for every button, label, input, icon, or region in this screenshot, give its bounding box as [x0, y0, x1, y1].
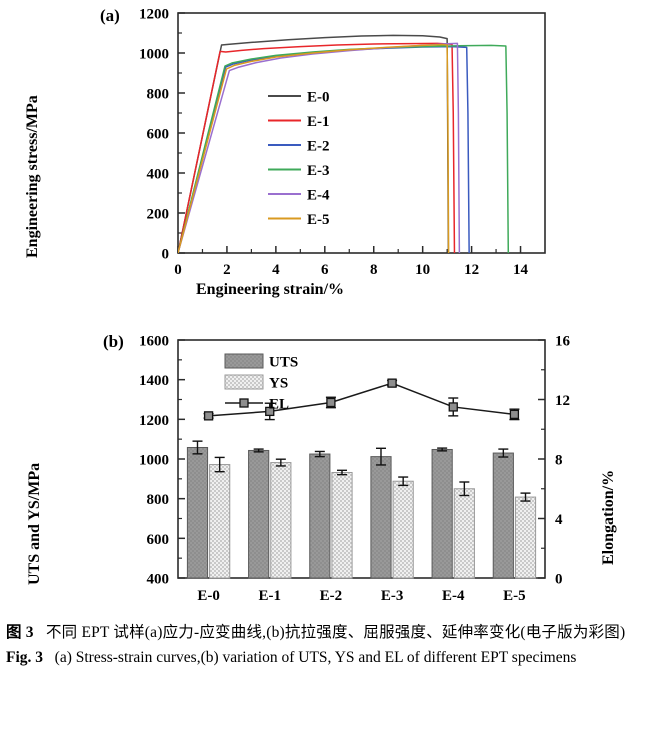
panel-b-bar-uts-E-1: [248, 449, 270, 579]
panel-a-legend-label-E-2: E-2: [307, 139, 330, 155]
panel-b-tag: (b): [103, 332, 124, 351]
panel-a-y-tick-label: 1200: [139, 7, 169, 23]
panel-b-right-axis-title: Elongation/%: [600, 469, 617, 565]
panel-a-curve-E-5: [178, 43, 450, 253]
panel-a-legend-label-E-0: E-0: [307, 90, 330, 106]
panel-a-tag: (a): [100, 6, 120, 25]
panel-a-y-tick-label: 600: [147, 127, 170, 143]
panel-a-y-tick-label: 400: [147, 167, 170, 183]
panel-b-plot: 400 600 800 1000 1200 1400 1600 0 4 8 12 16 E-0 E-1 E-…: [139, 334, 571, 605]
panel-b-y-tick-label: 1400: [139, 373, 169, 389]
panel-a-curve-E-4: [178, 42, 461, 253]
panel-a-curve-E-0: [178, 34, 450, 253]
panel-a-x-tick-label: 0: [174, 262, 182, 278]
panel-b-category-label-E-5: E-5: [503, 588, 526, 604]
panel-b-right-tick-label: 8: [555, 453, 563, 469]
caption-english-text: (a) Stress-strain curves,(b) variation o…: [54, 648, 577, 666]
panel-a-x-tick-label: 6: [321, 262, 329, 278]
panel-a-x-tick-label: 8: [370, 262, 378, 278]
panel-a-legend-label-E-4: E-4: [307, 188, 330, 204]
panel-b-right-tick-label: 12: [555, 393, 570, 409]
panel-a-y-tick-label: 1000: [139, 47, 169, 63]
panel-b-bar-uts-E-5: [492, 452, 514, 579]
panel-a-y-tick-label: 0: [162, 247, 170, 263]
panel-a-x-tick-label: 12: [464, 262, 479, 278]
panel-b-right-tick-label: 4: [555, 512, 563, 528]
panel-b-bar-ys-E-1: [270, 462, 292, 579]
chart-panel-b: (b) UTS and YS/MPa Elongation/% 400 600 80…: [0, 320, 663, 620]
panel-b-bar-uts-E-3: [370, 456, 392, 579]
panel-b-category-label-E-4: E-4: [442, 588, 465, 604]
panel-b-bar-uts-E-0: [186, 446, 209, 579]
panel-b-y-tick-label: 1000: [139, 453, 169, 469]
figure-caption: 图 3 不同 EPT 试样(a)应力-应变曲线,(b)抗拉强度、屈服强度、延伸率…: [6, 622, 658, 668]
panel-a-series-group: [178, 34, 510, 253]
caption-chinese-label: 图 3: [6, 624, 34, 641]
panel-b-y-axis-title: UTS and YS/MPa: [26, 462, 43, 585]
panel-b-bar-ys-E-3: [392, 480, 414, 579]
panel-b-y-tick-label: 800: [147, 492, 170, 508]
panel-b-y-tick-label: 1200: [139, 413, 169, 429]
panel-b-category-label-E-2: E-2: [320, 588, 343, 604]
panel-a-legend-label-E-5: E-5: [307, 212, 330, 228]
panel-b-el-marker-E-3: [387, 378, 397, 388]
panel-a-plot: 0 200 400 600 800 1000 1200 0 2 4 6 8 10 12 14 E-0 E-1 E-…: [139, 7, 546, 278]
caption-english: Fig. 3 (a) Stress-strain curves,(b) vari…: [6, 647, 658, 669]
panel-b-right-tick-label: 16: [555, 334, 571, 350]
panel-a-y-tick-label: 800: [147, 87, 170, 103]
panel-a-x-tick-label: 14: [513, 262, 529, 278]
panel-b-bar-ys-E-4: [453, 488, 475, 579]
panel-b-legend-label-YS: YS: [269, 376, 288, 392]
panel-b-right-tick-label: 0: [555, 572, 563, 588]
panel-b-bar-ys-E-5: [514, 496, 537, 579]
panel-a-x-tick-label: 2: [223, 262, 231, 278]
panel-a-x-tick-label: 4: [272, 262, 280, 278]
panel-b-el-marker-E-1: [265, 406, 275, 417]
panel-b-legend-swatch-UTS: [224, 353, 264, 369]
panel-a-y-tick-label: 200: [147, 207, 170, 223]
panel-b-legend-swatch-YS: [224, 374, 264, 390]
panel-b-el-marker-E-4: [448, 402, 458, 412]
panel-b-category-label-E-3: E-3: [381, 588, 404, 604]
panel-a-x-tick-label: 10: [415, 262, 430, 278]
panel-b-legend-marker-EL: [239, 398, 249, 408]
panel-b-legend-label-EL: EL: [269, 397, 289, 413]
panel-b-el-marker-E-5: [509, 409, 520, 420]
chart-panel-a: (a) Engineering stress/MPa Engineering s…: [0, 0, 663, 320]
panel-a-y-axis-title: Engineering stress/MPa: [24, 95, 41, 258]
panel-b-y-tick-label: 400: [147, 572, 170, 588]
panel-b-bar-ys-E-2: [331, 471, 353, 579]
panel-a-legend-label-E-1: E-1: [307, 114, 330, 130]
panel-b-category-label-E-1: E-1: [259, 588, 282, 604]
panel-b-bar-ys-E-0: [209, 464, 231, 579]
panel-b-y-tick-label: 600: [147, 532, 170, 548]
caption-english-label: Fig. 3: [6, 648, 44, 666]
panel-b-legend-label-UTS: UTS: [269, 355, 298, 371]
panel-a-legend-label-E-3: E-3: [307, 163, 330, 179]
panel-b-y-tick-label: 1600: [139, 334, 169, 350]
panel-b-bar-uts-E-4: [431, 448, 453, 579]
panel-a-x-axis-title: Engineering strain/%: [196, 281, 345, 298]
caption-chinese: 图 3 不同 EPT 试样(a)应力-应变曲线,(b)抗拉强度、屈服强度、延伸率…: [6, 622, 658, 644]
panel-b-el-line: [208, 382, 515, 417]
caption-chinese-text: 不同 EPT 试样(a)应力-应变曲线,(b)抗拉强度、屈服强度、延伸率变化(电…: [45, 624, 626, 641]
panel-b-el-marker-E-0: [203, 411, 214, 421]
panel-b-category-label-E-0: E-0: [197, 588, 220, 604]
panel-b-el-marker-E-2: [326, 397, 336, 408]
panel-b-bar-uts-E-2: [309, 453, 331, 579]
